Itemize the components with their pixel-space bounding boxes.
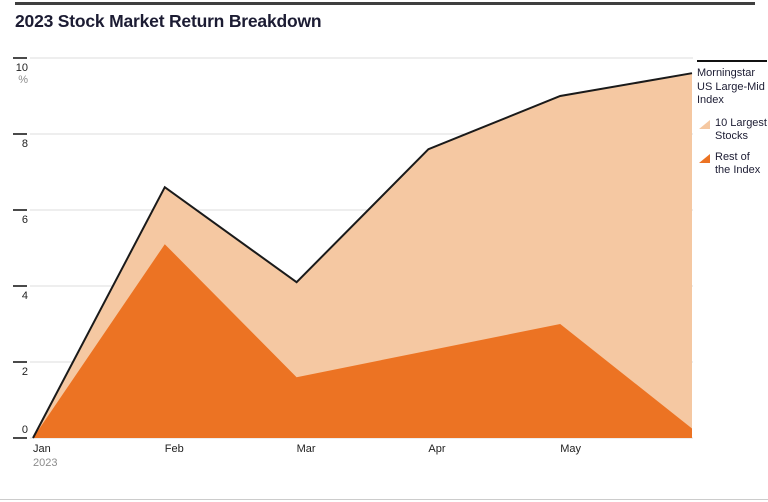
x-axis-label-mar: Mar — [297, 443, 316, 455]
y-axis-label-10: 10 — [16, 62, 28, 74]
x-axis-label-apr: Apr — [428, 443, 445, 455]
x-axis-label-may: May — [560, 443, 581, 455]
legend-index-label: Morningstar US Large-Mid Index — [697, 67, 765, 106]
y-axis-label-4: 4 — [22, 290, 28, 302]
chart-title: 2023 Stock Market Return Breakdown — [15, 11, 322, 31]
bottom-divider — [0, 499, 768, 500]
legend-entry-rest-of-index: Rest of the Index — [697, 151, 767, 178]
legend-entry-label: 10 Largest Stocks — [715, 116, 767, 143]
area-swatch-icon — [699, 153, 710, 163]
x-axis-year-label: 2023 — [33, 457, 57, 469]
chart-legend: Morningstar US Large-Mid Index 10 Larges… — [697, 60, 767, 185]
x-axis-label-feb: Feb — [165, 443, 184, 455]
area-swatch-icon — [699, 119, 710, 129]
top-divider — [15, 2, 755, 5]
area-rest-of-the-index — [33, 244, 692, 438]
y-axis-unit-label: % — [18, 74, 28, 86]
y-axis-label-2: 2 — [22, 366, 28, 378]
legend-divider — [697, 60, 767, 62]
y-axis-label-6: 6 — [22, 214, 28, 226]
legend-entry-10-largest: 10 Largest Stocks — [697, 117, 767, 144]
legend-entry-label: Rest of the Index — [715, 150, 761, 177]
y-axis-label-0: 0 — [22, 424, 28, 436]
y-axis-label-8: 8 — [22, 138, 28, 150]
total-index-line — [32, 72, 693, 439]
x-axis-label-jan: Jan — [33, 443, 51, 455]
